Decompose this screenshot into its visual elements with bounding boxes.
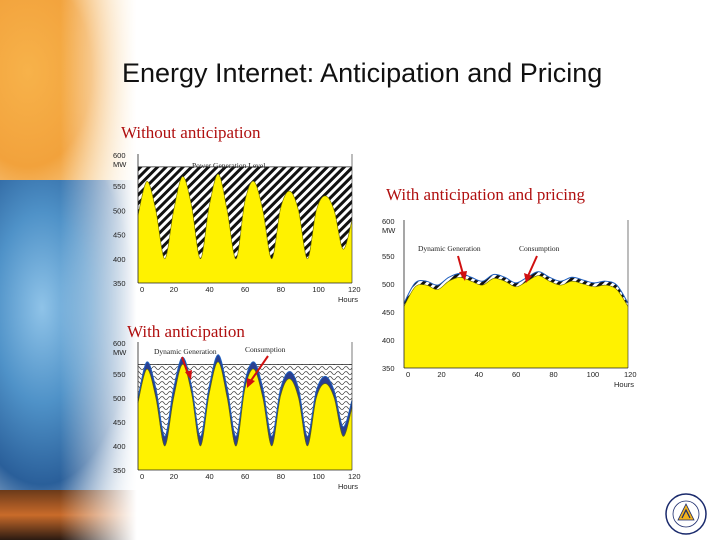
chart1-consumption-area	[138, 174, 352, 283]
chart2-x-tick-label: 60	[241, 472, 249, 481]
chart2-title: With anticipation	[127, 322, 245, 341]
chart3-x-tick-label: 60	[512, 370, 520, 379]
chart3-consumption-line	[403, 275, 629, 307]
chart3-x-tick-label: 80	[549, 370, 557, 379]
chart1-x-tick-label: 120	[348, 285, 361, 294]
chart2-x-tick-label: 80	[277, 472, 285, 481]
chart1-x-tick-label: 60	[241, 285, 249, 294]
university-seal-logo	[665, 493, 707, 535]
chart1-y-tick-label: 350	[113, 279, 126, 288]
chart1-series-label: Power Generation Level	[192, 161, 265, 170]
chart2-y-tick-label: 600	[113, 339, 126, 348]
slide-title: Energy Internet: Anticipation and Pricin…	[122, 58, 603, 88]
chart3-consumption-label: Consumption	[519, 244, 560, 253]
chart2-y-tick-label: 350	[113, 466, 126, 475]
chart1-x-tick-label: 20	[170, 285, 178, 294]
chart1-y-tick-label: 550	[113, 182, 126, 191]
chart3-y-tick-label: 350	[382, 364, 395, 373]
chart3-arrow-consumption	[527, 255, 538, 277]
chart1-x-tick-label: 40	[205, 285, 213, 294]
chart3-dynamic-generation-label: Dynamic Generation	[418, 244, 481, 253]
chart1-y-tick-label: 400	[113, 255, 126, 264]
chart2-arrowhead-dynamic-generation	[185, 370, 192, 380]
chart1-x-tick-label: 100	[312, 285, 325, 294]
chart3-x-unit-label: Hours	[614, 380, 634, 389]
chart2-arrow-dynamic-generation	[181, 356, 189, 375]
chart3-arrow-dynamic-generation	[457, 255, 464, 275]
chart1-y-tick-label: 500	[113, 206, 126, 215]
chart2-x-tick-label: 20	[170, 472, 178, 481]
chart2-x-unit-label: Hours	[338, 482, 358, 491]
chart2-x-tick-label: 100	[312, 472, 325, 481]
fade-overlay	[60, 0, 140, 540]
chart3-arrowhead-dynamic-generation	[459, 271, 467, 281]
chart3-y-unit-label: MW	[382, 226, 396, 235]
chart2-consumption-area	[138, 361, 352, 470]
chart3-y-tick-label: 400	[382, 336, 395, 345]
chart2-consumption-label: Consumption	[245, 345, 286, 354]
chart2-generation-line	[137, 354, 353, 437]
chart2-arrow-consumption	[249, 355, 269, 383]
chart3-y-tick-label: 550	[382, 252, 395, 261]
chart3-arrowhead-consumption	[524, 273, 532, 283]
chart3-x-tick-label: 120	[624, 370, 637, 379]
chart2-y-tick-label: 500	[113, 394, 126, 403]
chart3-y-tick-label: 600	[382, 217, 395, 226]
chart1-x-unit-label: Hours	[338, 295, 358, 304]
chart1-x-tick-label: 80	[277, 285, 285, 294]
chart3-title: With anticipation and pricing	[386, 185, 586, 204]
chart2-x-tick-label: 120	[348, 472, 361, 481]
chart2-arrowhead-consumption	[247, 378, 255, 388]
chart1-y-unit-label: MW	[113, 160, 127, 169]
chart2-consumption-line	[137, 361, 353, 447]
chart2-x-tick-label: 0	[140, 472, 144, 481]
chart1-y-tick-label: 600	[113, 151, 126, 160]
chart3-x-tick-label: 20	[437, 370, 445, 379]
chart3-consumption-area	[404, 275, 628, 368]
chart3-y-tick-label: 500	[382, 280, 395, 289]
chart1-y-tick-label: 450	[113, 231, 126, 240]
chart3-x-tick-label: 0	[406, 370, 410, 379]
chart3-x-tick-label: 40	[475, 370, 483, 379]
chart3-y-tick-label: 450	[382, 308, 395, 317]
chart1-consumption-line	[137, 173, 353, 260]
chart2-y-tick-label: 400	[113, 442, 126, 451]
chart1-title: Without anticipation	[121, 123, 261, 142]
chart2-x-tick-label: 40	[205, 472, 213, 481]
background-decoration	[0, 0, 140, 540]
chart1-x-tick-label: 0	[140, 285, 144, 294]
chart3-x-tick-label: 100	[587, 370, 600, 379]
chart2-dynamic-generation-label: Dynamic Generation	[154, 347, 217, 356]
chart2-y-unit-label: MW	[113, 348, 127, 357]
chart3-generation-line	[403, 271, 629, 304]
chart2-y-tick-label: 550	[113, 370, 126, 379]
chart2-y-tick-label: 450	[113, 418, 126, 427]
